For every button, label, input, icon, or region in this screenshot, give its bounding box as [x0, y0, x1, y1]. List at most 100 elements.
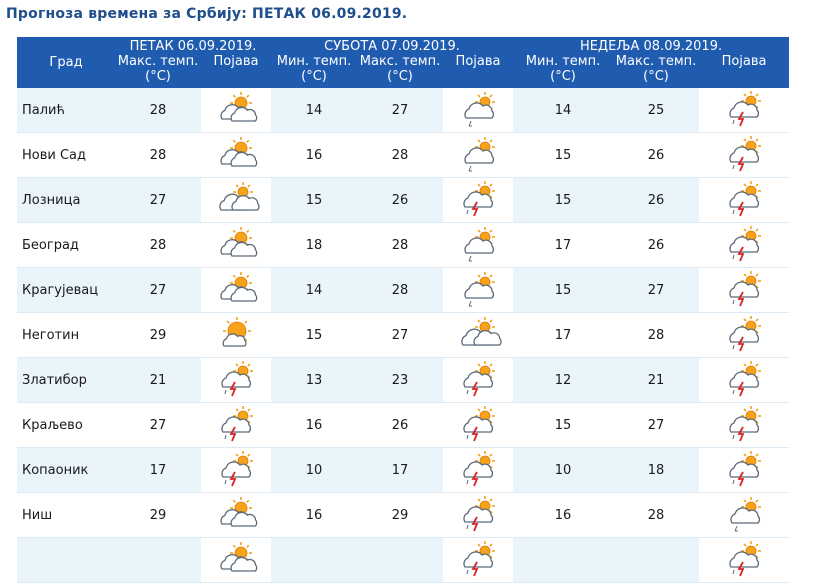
mostly-sunny-icon	[212, 313, 260, 353]
cloud-rain-sun-icon	[454, 268, 502, 308]
day-header-sunday: НЕДЕЉА 08.09.2019.	[513, 37, 790, 54]
sun-icon-cell	[699, 267, 790, 313]
sat-icon-cell	[443, 177, 514, 223]
fri-icon-cell	[201, 88, 271, 133]
thunderstorm-sun-icon	[720, 268, 768, 308]
thunderstorm-sun-icon	[454, 448, 502, 488]
fri-icon-cell	[201, 267, 271, 313]
city-cell: Копаоник	[17, 447, 115, 493]
column-header-sun-min: Мин. темп. (°C)	[513, 54, 614, 88]
sun-min-temp: 10	[513, 447, 614, 493]
thunderstorm-sun-icon	[454, 358, 502, 398]
sun-min-temp: 16	[513, 492, 614, 538]
sun-min-temp: 14	[513, 88, 614, 133]
city-cell: Краљево	[17, 402, 115, 448]
table-row: Београд 28 18 28 17 26	[17, 222, 790, 268]
fri-icon-cell	[201, 312, 271, 358]
cloud-rain-sun-icon	[720, 493, 768, 533]
sun-max-temp: 26	[613, 132, 700, 178]
thunderstorm-sun-icon	[720, 358, 768, 398]
cloud-rain-sun-icon	[454, 88, 502, 128]
fri-icon-cell	[201, 447, 271, 493]
sun-icon-cell	[699, 357, 790, 403]
fri-max-temp: 28	[115, 88, 201, 133]
fri-icon-cell	[201, 357, 271, 403]
sun-min-temp: 15	[513, 267, 614, 313]
sat-max-temp: 28	[357, 222, 443, 268]
fri-icon-cell	[201, 177, 271, 223]
fri-max-temp: 27	[115, 267, 201, 313]
sat-min-temp: 15	[271, 177, 357, 223]
sat-icon-cell	[443, 267, 514, 313]
thunderstorm-sun-icon	[212, 358, 260, 398]
sat-min-temp: 18	[271, 222, 357, 268]
cloud-rain-sun-icon	[454, 223, 502, 263]
sat-icon-cell	[443, 492, 514, 538]
thunderstorm-sun-icon	[454, 493, 502, 533]
cloudy-sun-icon	[212, 178, 260, 218]
sat-max-temp: 29	[357, 492, 443, 538]
fri-max-temp: 27	[115, 177, 201, 223]
thunderstorm-sun-icon	[720, 88, 768, 128]
sun-max-temp: 26	[613, 222, 700, 268]
thunderstorm-sun-icon	[454, 178, 502, 218]
table-row: Краљево 27 16 26 15 27	[17, 402, 790, 448]
sun-icon-cell	[699, 222, 790, 268]
thunderstorm-sun-icon	[720, 403, 768, 443]
sun-icon-cell	[699, 132, 790, 178]
sun-max-temp: 26	[613, 177, 700, 223]
fri-icon-cell	[201, 492, 271, 538]
city-cell: Лозница	[17, 177, 115, 223]
sat-max-temp: 27	[357, 88, 443, 133]
day-header-friday: ПЕТАК 06.09.2019.	[115, 37, 271, 54]
partly-cloudy-icon	[212, 493, 260, 533]
column-header-sat-max: Макс. темп. (°C)	[357, 54, 443, 88]
table-row: Лозница 27 15 26 15 26	[17, 177, 790, 223]
page-title: Прогноза времена за Србију: ПЕТАК 06.09.…	[6, 6, 408, 22]
sun-icon-cell	[699, 537, 790, 583]
sun-min-temp: 17	[513, 222, 614, 268]
table-row: Копаоник 17 10 17 10 18	[17, 447, 790, 493]
thunderstorm-sun-icon	[720, 178, 768, 218]
fri-max-temp: 21	[115, 357, 201, 403]
sat-icon-cell	[443, 132, 514, 178]
sat-min-temp: 14	[271, 267, 357, 313]
fri-max-temp: 29	[115, 492, 201, 538]
sun-max-temp: 28	[613, 312, 700, 358]
sun-max-temp: 18	[613, 447, 700, 493]
thunderstorm-sun-icon	[454, 538, 502, 578]
sun-min-temp: 15	[513, 177, 614, 223]
partly-cloudy-icon	[212, 538, 260, 578]
sat-min-temp: 16	[271, 492, 357, 538]
column-header-sun-phenomenon: Појава	[699, 54, 790, 88]
city-cell: Неготин	[17, 312, 115, 358]
table-row: Неготин 29 15 27 17 28	[17, 312, 790, 358]
sat-min-temp: 14	[271, 88, 357, 133]
sun-max-temp: 28	[613, 492, 700, 538]
sun-min-temp: 12	[513, 357, 614, 403]
fri-max-temp: 28	[115, 132, 201, 178]
sat-icon-cell	[443, 222, 514, 268]
fri-icon-cell	[201, 132, 271, 178]
sat-min-temp: 10	[271, 447, 357, 493]
sat-max-temp: 26	[357, 402, 443, 448]
sun-max-temp: 27	[613, 402, 700, 448]
city-cell: Нови Сад	[17, 132, 115, 178]
sun-max-temp	[613, 537, 700, 583]
fri-icon-cell	[201, 222, 271, 268]
column-header-city: Град	[17, 37, 115, 88]
table-row: Ниш 29 16 29 16 28	[17, 492, 790, 538]
thunderstorm-sun-icon	[212, 403, 260, 443]
sat-icon-cell	[443, 357, 514, 403]
sun-max-temp: 25	[613, 88, 700, 133]
sat-icon-cell	[443, 447, 514, 493]
fri-max-temp	[115, 537, 201, 583]
column-header-fri-max: Макс. темп. (°C)	[115, 54, 201, 88]
sat-min-temp: 15	[271, 312, 357, 358]
sun-max-temp: 21	[613, 357, 700, 403]
sat-max-temp	[357, 537, 443, 583]
column-header-sat-min: Мин. темп. (°C)	[271, 54, 357, 88]
sat-icon-cell	[443, 88, 514, 133]
fri-icon-cell	[201, 402, 271, 448]
sat-max-temp: 23	[357, 357, 443, 403]
